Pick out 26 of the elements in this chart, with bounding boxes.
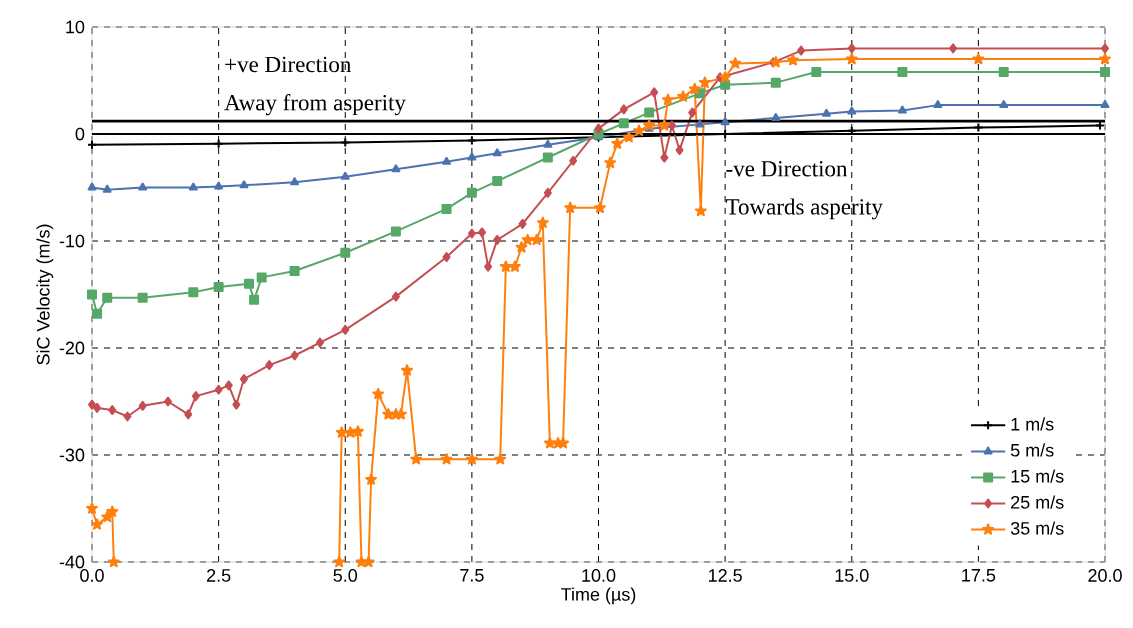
legend-label: 5 m/s: [1010, 443, 1054, 457]
y-tick-label: 0: [75, 127, 85, 141]
x-tick-label: 7.5: [460, 569, 484, 582]
x-tick-label: 0.0: [80, 569, 104, 582]
y-tick-label: -20: [59, 341, 85, 355]
y-tick-label: -10: [59, 234, 85, 248]
x-tick-label: 20.0: [1088, 569, 1122, 582]
y-tick-label: -40: [59, 555, 85, 569]
x-tick-label: 5.0: [333, 569, 358, 582]
x-tick-label: 15.0: [835, 569, 869, 582]
legend-label: 25 m/s: [1011, 495, 1064, 509]
x-tick-label: 2.5: [207, 569, 231, 582]
x-tick-label: 12.5: [709, 569, 742, 582]
y-axis-title: SiC Velocity (m/s): [36, 224, 54, 365]
x-axis-title: Time (µs): [561, 587, 636, 605]
legend-label: 1 m/s: [1011, 417, 1054, 431]
legend-label: 15 m/s: [1011, 469, 1064, 483]
y-tick-label: 10: [66, 20, 85, 34]
x-tick-label: 10.0: [582, 569, 616, 582]
annotation: -ve Direction: [726, 161, 848, 177]
annotation: Towards asperity: [725, 198, 883, 220]
annotation: +ve Direction: [225, 56, 352, 73]
legend-label: 35 m/s: [1010, 521, 1064, 535]
annotation: Away from asperity: [224, 94, 406, 116]
x-tick-label: 17.5: [962, 569, 996, 582]
y-tick-label: -30: [59, 448, 85, 462]
